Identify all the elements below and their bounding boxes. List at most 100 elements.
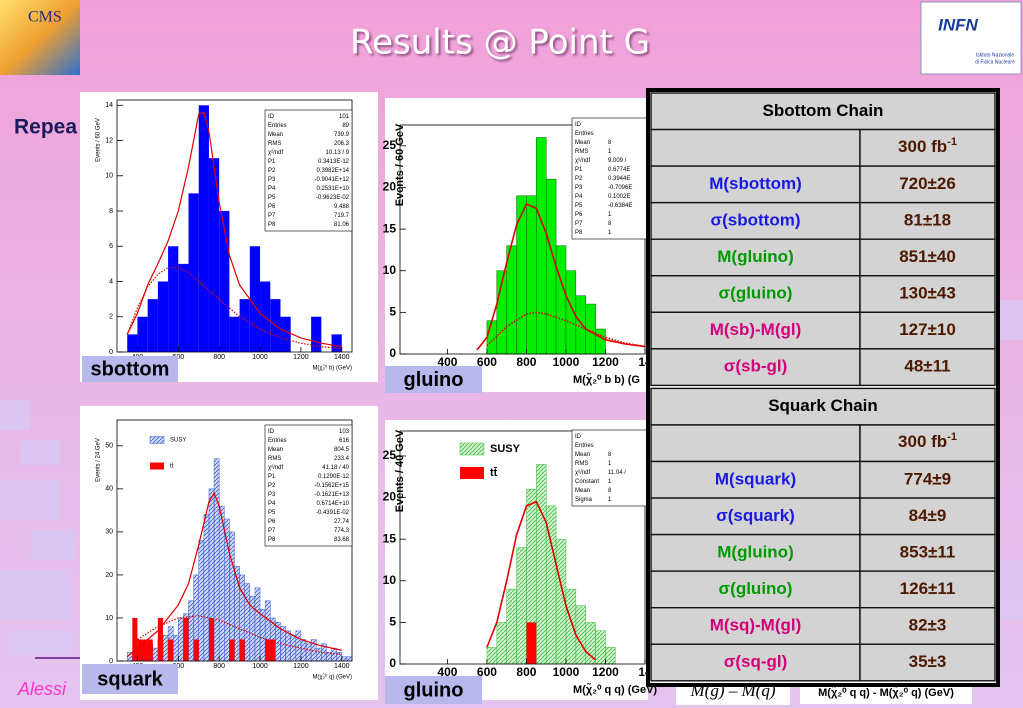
- stats-key: Entries: [575, 131, 594, 137]
- y-axis-label: Events / 40 GeV: [394, 429, 406, 512]
- legend-swatch: [149, 436, 165, 444]
- table-cell: [859, 643, 996, 682]
- stats-key: P6: [268, 204, 276, 210]
- row-name: σ(squark): [716, 506, 795, 525]
- stats-value: 11.04 /: [608, 470, 626, 476]
- histogram-bar: [193, 639, 199, 661]
- histogram-chart: 40060080010001200140002468101214Events /…: [80, 92, 378, 382]
- stats-key: RMS: [575, 461, 588, 467]
- stats-key: P5: [268, 195, 276, 201]
- histogram-bar: [265, 639, 271, 661]
- lumi-text: 300 fb: [898, 433, 947, 452]
- x-tick-label: 1400: [334, 663, 350, 670]
- table-cell: [650, 607, 861, 645]
- row-name: M(gluino): [717, 247, 793, 266]
- stats-key: P5: [268, 510, 276, 516]
- stats-value: 206.3: [334, 141, 350, 147]
- histogram-bar: [526, 195, 537, 355]
- histogram-bar: [208, 617, 215, 661]
- table-cell: [859, 238, 996, 277]
- histogram-bar: [239, 299, 250, 352]
- fit-curve: [137, 615, 342, 656]
- stats-value: 719.7: [334, 213, 350, 219]
- row-name: σ(gluino): [719, 579, 793, 598]
- lumi-text: 300 fb: [898, 137, 947, 156]
- stats-value: -0.7096E: [608, 185, 632, 191]
- stats-value: -0.9623E-02: [316, 195, 350, 201]
- stats-value: -0.1562E+15: [314, 483, 349, 489]
- stats-key: χ²/ndf: [575, 470, 590, 476]
- stats-key: Mean: [268, 447, 283, 453]
- infn-logo-text: INFN: [938, 15, 978, 34]
- table-cell: [859, 533, 996, 572]
- stats-value: 8: [608, 452, 612, 458]
- intro-text: Repea: [14, 116, 77, 139]
- histogram-bar: [168, 246, 179, 352]
- histogram-bar: [526, 622, 537, 664]
- histogram-bar: [208, 158, 220, 352]
- histogram-bar: [270, 639, 276, 661]
- x-tick-label: 1000: [252, 354, 268, 361]
- charts: 40060080010001200140002468101214Events /…: [80, 92, 657, 704]
- row-name: M(gluino): [717, 542, 793, 561]
- table-cell: [650, 387, 996, 426]
- row-value: 35±3: [909, 652, 947, 671]
- histogram-bar: [157, 281, 169, 352]
- row-value: 126±11: [900, 579, 956, 598]
- stats-key: χ²/ndf: [575, 158, 590, 164]
- histogram-bar: [331, 647, 337, 662]
- histogram-bar: [605, 647, 616, 665]
- lumi-label: 300 fb-1: [898, 431, 957, 452]
- histogram-bar: [178, 617, 184, 662]
- x-tick-label: 800: [213, 354, 225, 361]
- cms-logo-text: CMS: [28, 9, 62, 26]
- table-cell: [650, 643, 861, 682]
- y-tick-label: 0: [389, 656, 396, 670]
- stats-value: 0.3944E: [608, 176, 630, 182]
- stats-key: RMS: [268, 456, 281, 462]
- histogram-bar: [575, 295, 586, 355]
- histogram-bar: [516, 547, 527, 665]
- histogram-bar: [244, 583, 251, 662]
- plot-frame: [399, 430, 646, 665]
- stats-value: 103: [339, 429, 350, 435]
- stats-value: 1: [608, 497, 612, 503]
- stats-value: 8: [608, 488, 612, 494]
- stats-key: Entries: [575, 443, 594, 449]
- histogram-bar: [555, 245, 567, 355]
- histogram-bar: [280, 316, 291, 352]
- row-value: 127±10: [899, 320, 956, 339]
- legend-swatch: [150, 462, 164, 470]
- histogram-bar: [315, 647, 322, 662]
- histogram-bar: [188, 193, 199, 352]
- x-tick-label: 1200: [592, 355, 619, 369]
- x-tick-label: 1200: [592, 665, 619, 679]
- plot-caption: gluino: [404, 369, 464, 391]
- histogram-bar: [229, 639, 235, 661]
- fit-curve: [486, 311, 646, 348]
- histogram-bar: [575, 605, 586, 665]
- histogram-bar: [137, 639, 143, 661]
- row-name: σ(sq-gl): [724, 652, 788, 671]
- histogram-bar: [565, 588, 577, 665]
- y-tick-label: 20: [383, 490, 397, 504]
- histogram-chart: 40060080010001200140001020304050Events /…: [80, 406, 378, 700]
- stats-key: ID: [268, 429, 275, 435]
- stats-value: 9.009 /: [608, 158, 627, 164]
- histogram-bar: [496, 622, 507, 665]
- y-tick-label: 25: [383, 138, 397, 152]
- table-cell: [859, 311, 996, 350]
- row-value: 720±26: [899, 174, 956, 193]
- y-tick-label: 0: [389, 346, 396, 360]
- stats-box: [571, 429, 649, 507]
- stats-key: ID: [268, 114, 275, 120]
- y-tick-label: 5: [389, 305, 396, 319]
- infn-caption: di Fisica Nucleare: [975, 59, 1015, 65]
- y-tick-label: 15: [383, 221, 397, 235]
- histogram-bar: [311, 316, 322, 352]
- stats-key: ID: [575, 122, 582, 128]
- stats-value: 10.13 / 9: [326, 150, 350, 156]
- legend-label: tt̄: [170, 463, 174, 470]
